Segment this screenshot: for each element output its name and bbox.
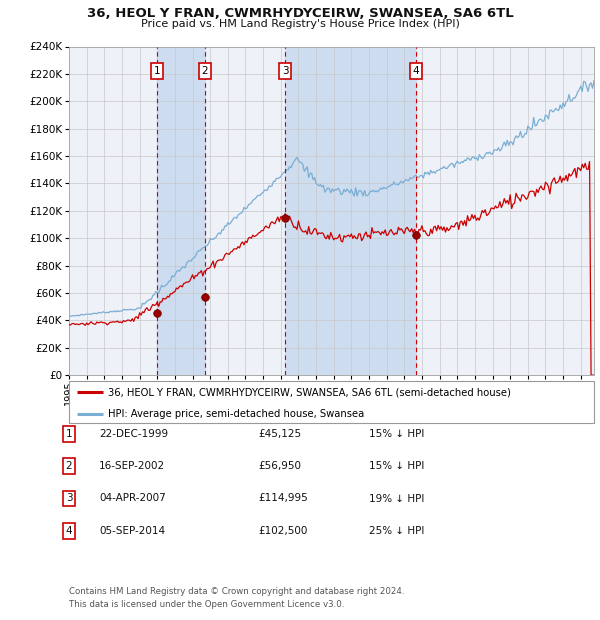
Text: 1: 1 xyxy=(154,66,160,76)
Text: 25% ↓ HPI: 25% ↓ HPI xyxy=(369,526,424,536)
Text: 2: 2 xyxy=(65,461,73,471)
Bar xyxy=(285,46,416,375)
Text: 4: 4 xyxy=(65,526,73,536)
Text: 19% ↓ HPI: 19% ↓ HPI xyxy=(369,494,424,503)
Text: 04-APR-2007: 04-APR-2007 xyxy=(99,494,166,503)
Text: £56,950: £56,950 xyxy=(258,461,301,471)
Text: HPI: Average price, semi-detached house, Swansea: HPI: Average price, semi-detached house,… xyxy=(109,409,365,419)
Text: 16-SEP-2002: 16-SEP-2002 xyxy=(99,461,165,471)
Text: 22-DEC-1999: 22-DEC-1999 xyxy=(99,429,168,439)
Text: 36, HEOL Y FRAN, CWMRHYDYCEIRW, SWANSEA, SA6 6TL (semi-detached house): 36, HEOL Y FRAN, CWMRHYDYCEIRW, SWANSEA,… xyxy=(109,388,511,397)
Text: £45,125: £45,125 xyxy=(258,429,301,439)
Text: This data is licensed under the Open Government Licence v3.0.: This data is licensed under the Open Gov… xyxy=(69,600,344,609)
Text: £102,500: £102,500 xyxy=(258,526,307,536)
Text: £114,995: £114,995 xyxy=(258,494,308,503)
Text: 3: 3 xyxy=(65,494,73,503)
Text: 15% ↓ HPI: 15% ↓ HPI xyxy=(369,429,424,439)
Text: 2: 2 xyxy=(202,66,208,76)
Text: 36, HEOL Y FRAN, CWMRHYDYCEIRW, SWANSEA, SA6 6TL: 36, HEOL Y FRAN, CWMRHYDYCEIRW, SWANSEA,… xyxy=(86,7,514,20)
Text: Contains HM Land Registry data © Crown copyright and database right 2024.: Contains HM Land Registry data © Crown c… xyxy=(69,587,404,596)
Text: 3: 3 xyxy=(282,66,289,76)
Text: 05-SEP-2014: 05-SEP-2014 xyxy=(99,526,165,536)
Bar xyxy=(157,46,205,375)
Text: Price paid vs. HM Land Registry's House Price Index (HPI): Price paid vs. HM Land Registry's House … xyxy=(140,19,460,29)
FancyBboxPatch shape xyxy=(69,381,594,423)
Text: 1: 1 xyxy=(65,429,73,439)
Text: 4: 4 xyxy=(413,66,419,76)
Text: 15% ↓ HPI: 15% ↓ HPI xyxy=(369,461,424,471)
